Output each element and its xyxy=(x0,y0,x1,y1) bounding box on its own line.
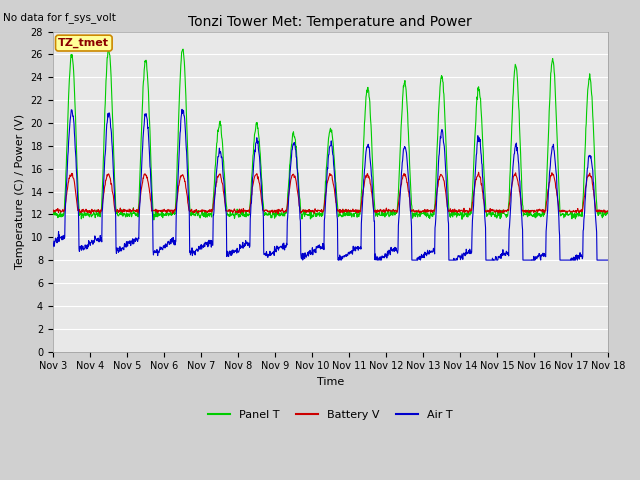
Legend: Panel T, Battery V, Air T: Panel T, Battery V, Air T xyxy=(204,405,458,424)
Title: Tonzi Tower Met: Temperature and Power: Tonzi Tower Met: Temperature and Power xyxy=(188,15,472,29)
Text: TZ_tmet: TZ_tmet xyxy=(58,38,109,48)
X-axis label: Time: Time xyxy=(317,377,344,387)
Y-axis label: Temperature (C) / Power (V): Temperature (C) / Power (V) xyxy=(15,114,25,269)
Text: No data for f_sys_volt: No data for f_sys_volt xyxy=(3,12,116,23)
